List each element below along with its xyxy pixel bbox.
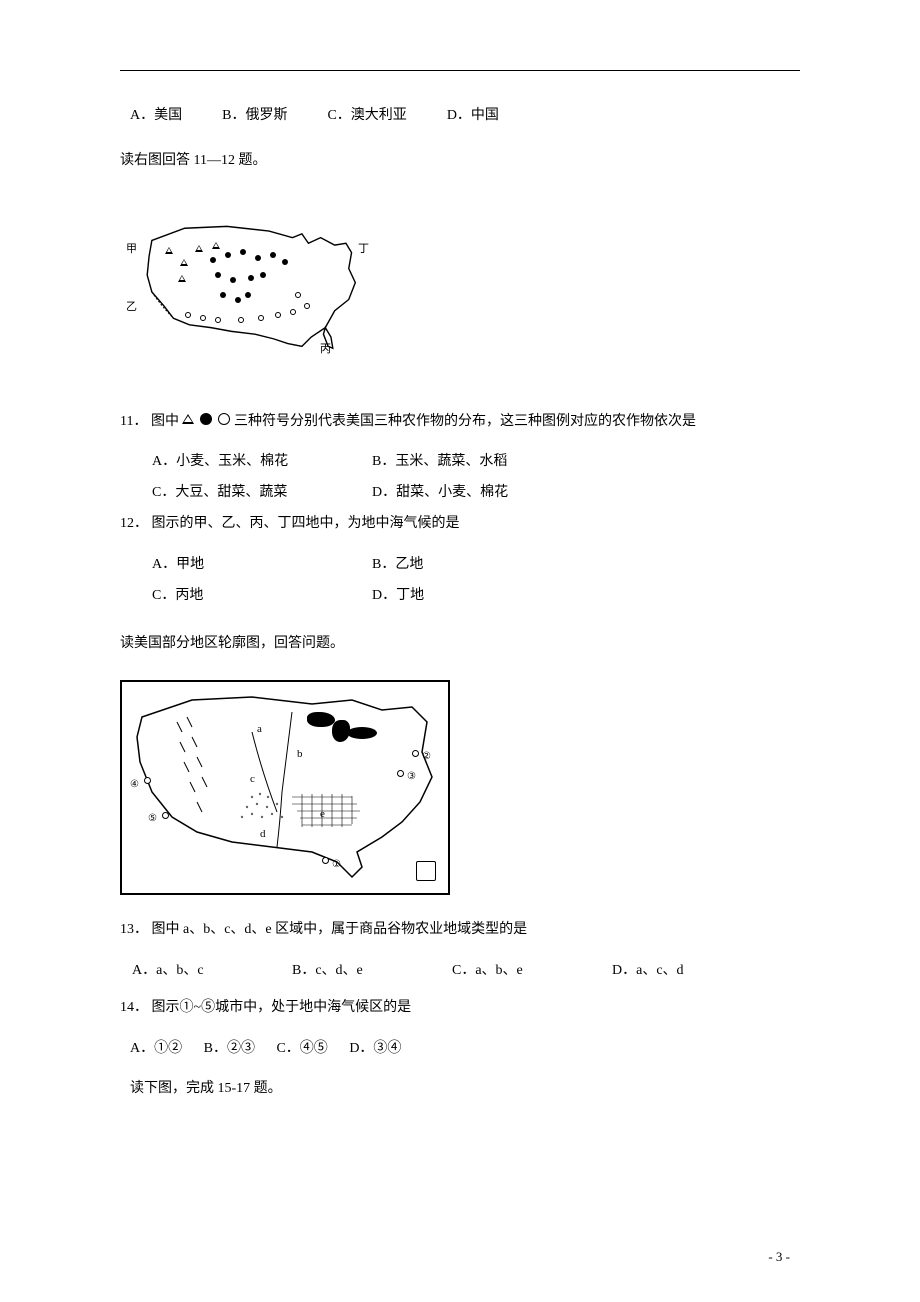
- top-horizontal-rule: [120, 70, 800, 71]
- q11-text-before: 图中: [151, 414, 179, 429]
- city-5-label: ⑤: [148, 808, 157, 830]
- q10-option-b: B．俄罗斯: [222, 101, 287, 132]
- q11-option-a: A．小麦、玉米、棉花: [152, 447, 372, 478]
- usa-outline-svg: [130, 217, 380, 367]
- city-2-label: ②: [422, 746, 431, 768]
- q13-option-b: B．c、d、e: [292, 956, 452, 987]
- intro-11-12: 读右图回答 11—12 题。: [120, 146, 800, 177]
- q11-options: A．小麦、玉米、棉花 B．玉米、蔬菜、水稻 C．大豆、甜菜、蔬菜 D．甜菜、小麦…: [120, 447, 800, 509]
- q13-num: 13．: [120, 922, 148, 937]
- q13-option-d: D．a、c、d: [612, 956, 772, 987]
- q11-num: 11．: [120, 414, 147, 429]
- city-3-label: ③: [407, 766, 416, 788]
- q10-option-d: D．中国: [447, 101, 499, 132]
- q11-text-after: 三种符号分别代表美国三种农作物的分布，这三种图例对应的农作物依次是: [234, 414, 696, 429]
- map1-label-ding: 丁: [358, 237, 369, 261]
- city-4-label: ④: [130, 774, 139, 796]
- hollow-circle-icon: [218, 413, 230, 425]
- map-usa-crops: 甲 乙 丙 丁: [120, 197, 400, 387]
- q10-option-a: A．美国: [130, 101, 182, 132]
- q12-option-d: D．丁地: [372, 581, 424, 612]
- map1-label-bing: 丙: [320, 337, 331, 361]
- q14-num: 14．: [120, 1000, 148, 1015]
- q13-stem: 13． 图中 a、b、c、d、e 区域中，属于商品谷物农业地域类型的是: [120, 915, 800, 946]
- map1-label-yi: 乙: [126, 295, 137, 319]
- map2-region-e: e: [320, 802, 325, 826]
- q13-option-a: A．a、b、c: [132, 956, 292, 987]
- q14-stem: 14． 图示①~⑤城市中，处于地中海气候区的是: [120, 993, 800, 1024]
- q12-num: 12．: [120, 516, 148, 531]
- map2-region-a: a: [257, 717, 262, 741]
- map1-label-jia: 甲: [126, 237, 137, 261]
- map2-region-b: b: [297, 742, 303, 766]
- intro-13-14: 读美国部分地区轮廓图，回答问题。: [120, 629, 800, 660]
- intro-15-17: 读下图，完成 15-17 题。: [120, 1074, 800, 1105]
- map-usa-regions: a b c d e ① ② ③ ④ ⑤: [120, 680, 450, 895]
- q11-option-d: D．甜菜、小麦、棉花: [372, 478, 508, 509]
- q14-option-c: C．④⑤: [276, 1041, 327, 1056]
- map2-region-d: d: [260, 822, 266, 846]
- q12-text: 图示的甲、乙、丙、丁四地中，为地中海气候的是: [152, 516, 460, 531]
- filled-circle-icon: [200, 413, 212, 425]
- q10-options: A．美国 B．俄罗斯 C．澳大利亚 D．中国: [120, 101, 800, 132]
- q12-option-b: B．乙地: [372, 550, 423, 581]
- triangle-icon: [182, 414, 194, 424]
- q13-options: A．a、b、c B．c、d、e C．a、b、e D．a、c、d: [120, 956, 800, 987]
- q13-option-c: C．a、b、e: [452, 956, 612, 987]
- q14-option-d: D．③④: [349, 1041, 401, 1056]
- q14-options: A．①② B．②③ C．④⑤ D．③④: [120, 1034, 800, 1065]
- q11-option-c: C．大豆、甜菜、蔬菜: [152, 478, 372, 509]
- city-1-label: ①: [332, 854, 341, 876]
- q12-stem: 12． 图示的甲、乙、丙、丁四地中，为地中海气候的是: [120, 509, 800, 540]
- q12-options: A．甲地 B．乙地 C．丙地 D．丁地: [120, 550, 800, 612]
- q11-legend-symbols: [182, 413, 230, 425]
- q12-option-c: C．丙地: [152, 581, 372, 612]
- q12-option-a: A．甲地: [152, 550, 372, 581]
- q13-text: 图中 a、b、c、d、e 区域中，属于商品谷物农业地域类型的是: [152, 922, 528, 937]
- q14-text: 图示①~⑤城市中，处于地中海气候区的是: [152, 1000, 412, 1015]
- map2-region-c: c: [250, 767, 255, 791]
- q14-option-b: B．②③: [204, 1041, 255, 1056]
- page-number: - 3 -: [768, 1243, 790, 1272]
- usa-regions-svg: [122, 682, 450, 895]
- figure-usa-crops: 甲 乙 丙 丁: [120, 197, 800, 387]
- figure-usa-regions: a b c d e ① ② ③ ④ ⑤: [120, 680, 800, 895]
- q10-option-c: C．澳大利亚: [327, 101, 406, 132]
- q14-option-a: A．①②: [130, 1041, 182, 1056]
- q11-option-b: B．玉米、蔬菜、水稻: [372, 447, 507, 478]
- q11-stem: 11． 图中 三种符号分别代表美国三种农作物的分布，这三种图例对应的农作物依次是: [120, 407, 800, 438]
